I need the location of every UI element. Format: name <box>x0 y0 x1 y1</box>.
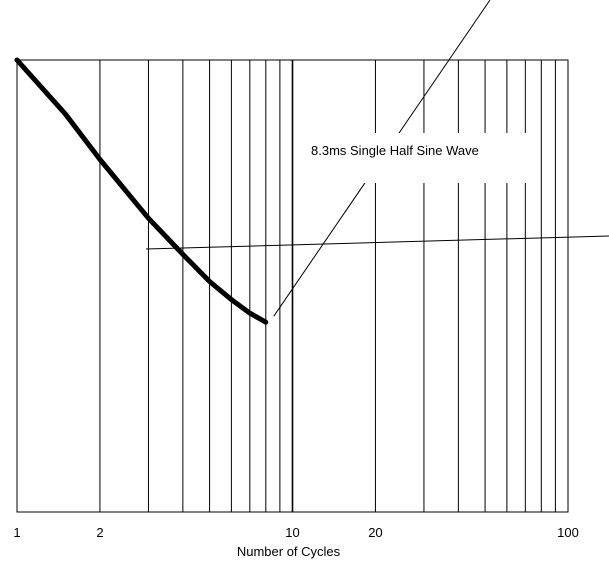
x-tick-label-1: 1 <box>13 525 20 540</box>
x-tick-label-100: 100 <box>557 525 579 540</box>
tick-label-layer: 1 2 10 20 100 <box>13 525 578 540</box>
annotation-label-background <box>308 133 534 183</box>
reference-line <box>145 235 609 250</box>
grid-layer <box>99 60 556 512</box>
x-tick-label-10: 10 <box>285 525 299 540</box>
annotation-layer: 8.3ms Single Half Sine Wave <box>145 0 609 317</box>
series-curve <box>14 57 269 325</box>
x-tick-label-2: 2 <box>96 525 103 540</box>
x-tick-label-20: 20 <box>368 525 382 540</box>
x-axis-label: Number of Cycles <box>237 544 341 559</box>
plot-frame <box>16 59 569 513</box>
annotation-label: 8.3ms Single Half Sine Wave <box>311 143 479 158</box>
